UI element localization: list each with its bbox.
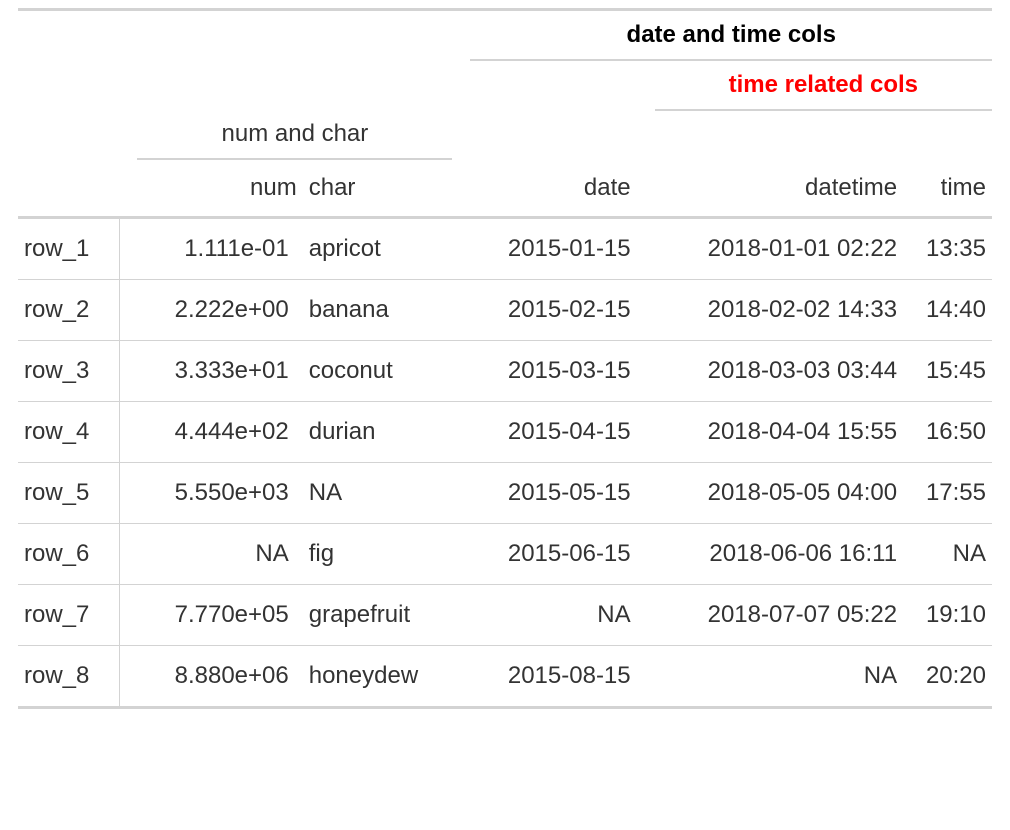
time-cell: 16:50 — [903, 402, 992, 463]
datetime-cell: 2018-01-01 02:22 — [655, 218, 903, 280]
datetime-cell: 2018-02-02 14:33 — [655, 280, 903, 341]
num-cell: 3.333e+01 — [137, 341, 302, 402]
table-row: row_7 7.770e+05grapefruit NA 2018-07-07 05:… — [18, 585, 992, 646]
char-cell: honeydew — [303, 646, 453, 708]
num-cell: 2.222e+00 — [137, 280, 302, 341]
num-cell: 8.880e+06 — [137, 646, 302, 708]
table-row: row_3 3.333e+01coconut 2015-03-15 2018-03-0… — [18, 341, 992, 402]
date-cell: 2015-02-15 — [470, 280, 636, 341]
stub-cell: row_7 — [18, 585, 118, 646]
datetime-cell: 2018-06-06 16:11 — [655, 524, 903, 585]
char-cell: coconut — [303, 341, 453, 402]
date-cell: 2015-01-15 — [470, 218, 636, 280]
data-table: date and time cols time related cols num… — [0, 0, 1010, 727]
num-cell: 7.770e+05 — [137, 585, 302, 646]
time-cell: NA — [903, 524, 992, 585]
num-cell: NA — [137, 524, 302, 585]
datetime-cell: 2018-05-05 04:00 — [655, 463, 903, 524]
table-row: row_6NAfig2015-06-152018-06-06 16:11NA — [18, 524, 992, 585]
col-header-date: date — [470, 159, 636, 218]
time-cell: 20:20 — [903, 646, 992, 708]
col-header-datetime: datetime — [655, 159, 903, 218]
col-header-time: time — [903, 159, 992, 218]
time-cell: 13:35 — [903, 218, 992, 280]
stub-cell: row_6 — [18, 524, 118, 585]
num-cell: 5.550e+03 — [137, 463, 302, 524]
stub-cell: row_4 — [18, 402, 118, 463]
table-row: row_5 5.550e+03NA 2015-05-15 2018-05-05 04:… — [18, 463, 992, 524]
table-row: row_1 1.111e-01apricot 2015-01-15 2018-01-0… — [18, 218, 992, 280]
spanner-time-related: time related cols — [655, 60, 992, 110]
stub-cell: row_8 — [18, 646, 118, 708]
stub-cell: row_2 — [18, 280, 118, 341]
spanner-num-and-char: num and char — [137, 110, 452, 159]
stub-cell: row_3 — [18, 341, 118, 402]
datetime-cell: NA — [655, 646, 903, 708]
date-cell: NA — [470, 585, 636, 646]
date-cell: 2015-06-15 — [470, 524, 636, 585]
table-row: row_2 2.222e+00banana 2015-02-15 2018-02-02… — [18, 280, 992, 341]
char-cell: NA — [303, 463, 453, 524]
time-cell: 17:55 — [903, 463, 992, 524]
col-header-num: num — [137, 159, 302, 218]
char-cell: durian — [303, 402, 453, 463]
time-cell: 14:40 — [903, 280, 992, 341]
datetime-cell: 2018-07-07 05:22 — [655, 585, 903, 646]
time-cell: 19:10 — [903, 585, 992, 646]
char-cell: apricot — [303, 218, 453, 280]
table-row: row_8 8.880e+06honeydew 2015-08-15 NA20:20 — [18, 646, 992, 708]
date-cell: 2015-03-15 — [470, 341, 636, 402]
table-row: row_4 4.444e+02durian 2015-04-15 2018-04-04… — [18, 402, 992, 463]
num-cell: 4.444e+02 — [137, 402, 302, 463]
char-cell: grapefruit — [303, 585, 453, 646]
stub-cell: row_1 — [18, 218, 118, 280]
stub-cell: row_5 — [18, 463, 118, 524]
num-cell: 1.111e-01 — [137, 218, 302, 280]
col-header-stub — [18, 159, 119, 218]
spanner-date-and-time: date and time cols — [470, 10, 992, 61]
table: date and time cols time related cols num… — [18, 8, 992, 709]
datetime-cell: 2018-04-04 15:55 — [655, 402, 903, 463]
date-cell: 2015-04-15 — [470, 402, 636, 463]
date-cell: 2015-08-15 — [470, 646, 636, 708]
char-cell: banana — [303, 280, 453, 341]
datetime-cell: 2018-03-03 03:44 — [655, 341, 903, 402]
table-body: row_1 1.111e-01apricot 2015-01-15 2018-01-0… — [18, 218, 992, 708]
char-cell: fig — [303, 524, 453, 585]
time-cell: 15:45 — [903, 341, 992, 402]
date-cell: 2015-05-15 — [470, 463, 636, 524]
col-header-char: char — [303, 159, 453, 218]
